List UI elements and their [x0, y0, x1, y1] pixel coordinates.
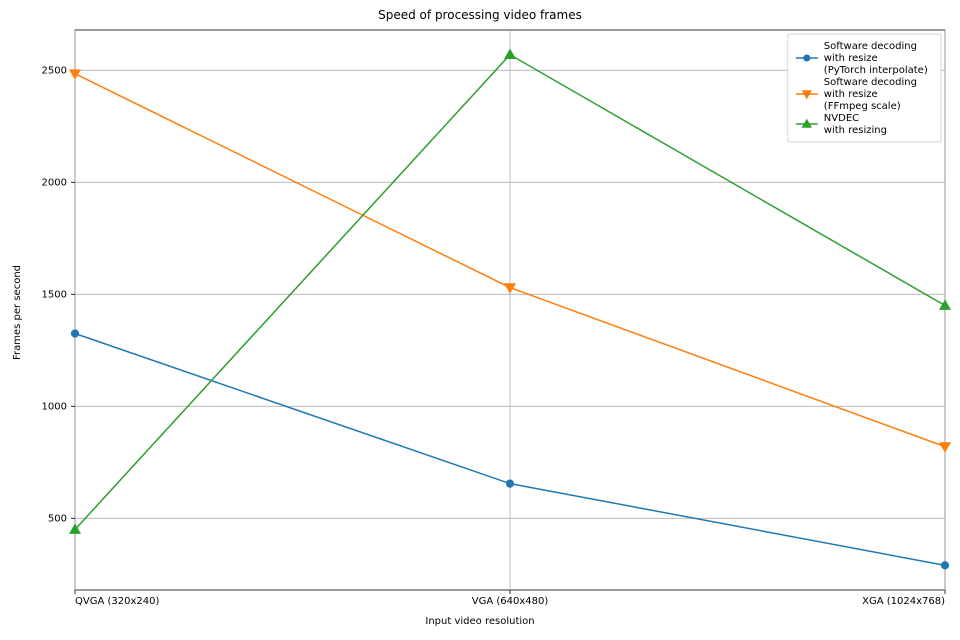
- legend: Software decodingwith resize(PyTorch int…: [788, 34, 941, 142]
- legend-label: (PyTorch interpolate): [824, 65, 928, 76]
- marker-circle: [71, 330, 78, 337]
- xtick-label: QVGA (320x240): [75, 596, 159, 607]
- legend-label: NVDEC: [824, 113, 859, 124]
- legend-label: with resize: [824, 53, 878, 64]
- ytick-label: 500: [48, 513, 67, 524]
- legend-label: Software decoding: [824, 77, 917, 88]
- legend-label: with resizing: [824, 125, 887, 136]
- marker-circle: [804, 55, 810, 61]
- marker-circle: [941, 562, 948, 569]
- xtick-label: XGA (1024x768): [862, 596, 945, 607]
- legend-label: (FFmpeg scale): [824, 101, 901, 112]
- ytick-label: 1000: [42, 401, 67, 412]
- chart-svg: 500 1000 1500 2000 2500 QVGA (320x240) VGA (64…: [0, 0, 960, 640]
- legend-label: with resize: [824, 89, 878, 100]
- xtick-label: VGA (640x480): [472, 596, 549, 607]
- marker-circle: [506, 480, 513, 487]
- ytick-label: 2500: [42, 65, 67, 76]
- line-chart: Speed of processing video frames Input v…: [0, 0, 960, 640]
- ytick-label: 1500: [42, 289, 67, 300]
- legend-label: Software decoding: [824, 41, 917, 52]
- ytick-label: 2000: [42, 177, 67, 188]
